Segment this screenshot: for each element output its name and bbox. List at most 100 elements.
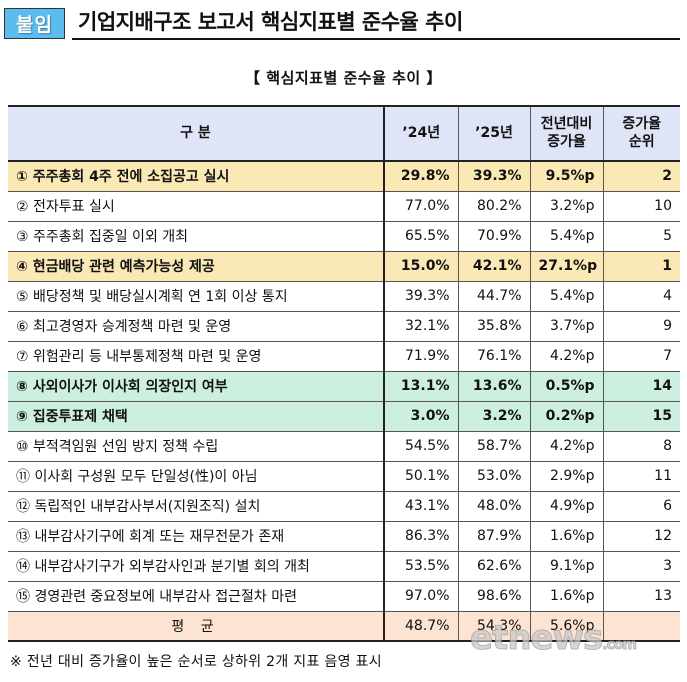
table-row: ⑪ 이사회 구성원 모두 단일성(性)이 아님 50.1% 53.0% 2.9%p 11 — [8, 461, 680, 492]
cell-value-2024: 77.0% — [384, 191, 459, 222]
cell-value-2025: 48.0% — [458, 491, 531, 522]
table-row: ⑮ 경영관련 중요정보에 내부감사 접근절차 마련 97.0% 98.6% 1.6%p… — [8, 581, 680, 612]
table-row: ② 전자투표 실시 77.0% 80.2% 3.2%p 10 — [8, 191, 680, 222]
compliance-table: 구 분 ’24년 ’25년 전년대비 증가율 증가율 순위 ① 주주총회 4주 … — [8, 105, 680, 642]
average-label: 평 균 — [8, 611, 385, 642]
cell-label: ⑧ 사외이사가 이사회 의장인지 여부 — [8, 371, 385, 402]
cell-label: ⑥ 최고경영자 승계정책 마련 및 운영 — [8, 311, 385, 342]
table-row: ⑬ 내부감사기구에 회계 또는 재무전문가 존재 86.3% 87.9% 1.6%p 1… — [8, 521, 680, 552]
cell-value-2025: 39.3% — [458, 161, 531, 192]
cell-value-2025: 98.6% — [458, 581, 531, 612]
table-row: ⑦ 위험관리 등 내부통제정책 마련 및 운영 71.9% 76.1% 4.2%p 7 — [8, 341, 680, 372]
cell-value-2025: 35.8% — [458, 311, 531, 342]
cell-value-rank: 2 — [603, 161, 680, 192]
cell-value-2025: 62.6% — [458, 551, 531, 582]
cell-value-2025: 70.9% — [458, 221, 531, 252]
cell-value-2025: 42.1% — [458, 251, 531, 282]
cell-value-2024: 97.0% — [384, 581, 459, 612]
table-header-row: 구 분 ’24년 ’25년 전년대비 증가율 증가율 순위 — [8, 105, 680, 162]
header-2024: ’24년 — [384, 105, 459, 162]
cell-value-rank: 13 — [603, 581, 680, 612]
cell-value-yoy-increase: 1.6%p — [530, 581, 604, 612]
cell-value-2024: 65.5% — [384, 221, 459, 252]
table-row: ① 주주총회 4주 전에 소집공고 실시 29.8% 39.3% 9.5%p 2 — [8, 161, 680, 192]
cell-value-2025: 76.1% — [458, 341, 531, 372]
table-row: ⑧ 사외이사가 이사회 의장인지 여부 13.1% 13.6% 0.5%p 14 — [8, 371, 680, 402]
cell-label: ① 주주총회 4주 전에 소집공고 실시 — [8, 161, 385, 192]
cell-value-yoy-increase: 0.5%p — [530, 371, 604, 402]
cell-label: ⑮ 경영관련 중요정보에 내부감사 접근절차 마련 — [8, 581, 385, 612]
cell-value-yoy-increase: 9.1%p — [530, 551, 604, 582]
table-row: ⑩ 부적격임원 선임 방지 정책 수립 54.5% 58.7% 4.2%p 8 — [8, 431, 680, 462]
cell-value-2025: 80.2% — [458, 191, 531, 222]
cell-label: ⑤ 배당정책 및 배당실시계획 연 1회 이상 통지 — [8, 281, 385, 312]
cell-value-rank: 8 — [603, 431, 680, 462]
cell-value-rank: 7 — [603, 341, 680, 372]
table-row: ⑥ 최고경영자 승계정책 마련 및 운영 32.1% 35.8% 3.7%p 9 — [8, 311, 680, 342]
attachment-badge: 붙임 — [4, 8, 65, 39]
cell-value-rank: 5 — [603, 221, 680, 252]
cell-value-2024: 13.1% — [384, 371, 459, 402]
cell-value-yoy-increase: 4.2%p — [530, 341, 604, 372]
average-value-rank — [603, 611, 680, 642]
cell-value-rank: 10 — [603, 191, 680, 222]
cell-label: ⑩ 부적격임원 선임 방지 정책 수립 — [8, 431, 385, 462]
table-row: ③ 주주총회 집중일 이외 개최 65.5% 70.9% 5.4%p 5 — [8, 221, 680, 252]
cell-value-2025: 53.0% — [458, 461, 531, 492]
document-title: 기업지배구조 보고서 핵심지표별 준수율 추이 — [72, 6, 680, 40]
cell-value-yoy-increase: 3.7%p — [530, 311, 604, 342]
table-row: ⑭ 내부감사기구가 외부감사인과 분기별 회의 개최 53.5% 62.6% 9.1%… — [8, 551, 680, 582]
cell-label: ③ 주주총회 집중일 이외 개최 — [8, 221, 385, 252]
cell-value-2024: 53.5% — [384, 551, 459, 582]
cell-value-2025: 13.6% — [458, 371, 531, 402]
header-2025: ’25년 — [458, 105, 531, 162]
cell-value-2024: 3.0% — [384, 401, 459, 432]
cell-value-2025: 44.7% — [458, 281, 531, 312]
cell-value-2024: 29.8% — [384, 161, 459, 192]
table-row: ⑫ 독립적인 내부감사부서(지원조직) 설치 43.1% 48.0% 4.9%p 6 — [8, 491, 680, 522]
cell-value-2024: 54.5% — [384, 431, 459, 462]
footnote: ※ 전년 대비 증가율이 높은 순서로 상하위 2개 지표 음영 표시 — [10, 654, 382, 670]
cell-value-rank: 3 — [603, 551, 680, 582]
cell-label: ④ 현금배당 관련 예측가능성 제공 — [8, 251, 385, 282]
cell-value-yoy-increase: 5.4%p — [530, 281, 604, 312]
cell-value-2025: 58.7% — [458, 431, 531, 462]
average-value-yoy-increase: 5.6%p — [530, 611, 604, 642]
average-value-2025: 54.3% — [458, 611, 531, 642]
cell-value-yoy-increase: 4.2%p — [530, 431, 604, 462]
cell-value-rank: 14 — [603, 371, 680, 402]
cell-label: ② 전자투표 실시 — [8, 191, 385, 222]
header-yoy-increase: 전년대비 증가율 — [530, 105, 604, 162]
table-row: ⑨ 집중투표제 채택 3.0% 3.2% 0.2%p 15 — [8, 401, 680, 432]
cell-value-2025: 87.9% — [458, 521, 531, 552]
table-caption: 【 핵심지표별 준수율 추이 】 — [245, 69, 442, 87]
cell-value-rank: 15 — [603, 401, 680, 432]
header-rank-line2: 순위 — [628, 133, 655, 150]
cell-label: ⑪ 이사회 구성원 모두 단일성(性)이 아님 — [8, 461, 385, 492]
cell-value-2024: 86.3% — [384, 521, 459, 552]
header-rank: 증가율 순위 — [603, 105, 680, 162]
cell-value-rank: 6 — [603, 491, 680, 522]
header-rank-line1: 증가율 — [622, 116, 662, 132]
cell-value-yoy-increase: 2.9%p — [530, 461, 604, 492]
cell-value-rank: 9 — [603, 311, 680, 342]
header-category: 구 분 — [8, 105, 385, 162]
cell-label: ⑬ 내부감사기구에 회계 또는 재무전문가 존재 — [8, 521, 385, 552]
cell-value-rank: 1 — [603, 251, 680, 282]
cell-value-2024: 71.9% — [384, 341, 459, 372]
cell-value-yoy-increase: 5.4%p — [530, 221, 604, 252]
header-yoy-line1: 전년대비 — [540, 116, 593, 132]
cell-value-rank: 12 — [603, 521, 680, 552]
cell-value-yoy-increase: 9.5%p — [530, 161, 604, 192]
cell-value-2025: 3.2% — [458, 401, 531, 432]
cell-value-rank: 4 — [603, 281, 680, 312]
header-yoy-line2: 증가율 — [547, 133, 586, 150]
average-row: 평 균 48.7% 54.3% 5.6%p — [8, 611, 680, 642]
cell-label: ⑨ 집중투표제 채택 — [8, 401, 385, 432]
document-header: 붙임 기업지배구조 보고서 핵심지표별 준수율 추이 — [4, 6, 680, 42]
cell-label: ⑭ 내부감사기구가 외부감사인과 분기별 회의 개최 — [8, 551, 385, 582]
cell-value-yoy-increase: 4.9%p — [530, 491, 604, 522]
table-row: ④ 현금배당 관련 예측가능성 제공 15.0% 42.1% 27.1%p 1 — [8, 251, 680, 282]
cell-label: ⑫ 독립적인 내부감사부서(지원조직) 설치 — [8, 491, 385, 522]
table-row: ⑤ 배당정책 및 배당실시계획 연 1회 이상 통지 39.3% 44.7% 5.4%… — [8, 281, 680, 312]
